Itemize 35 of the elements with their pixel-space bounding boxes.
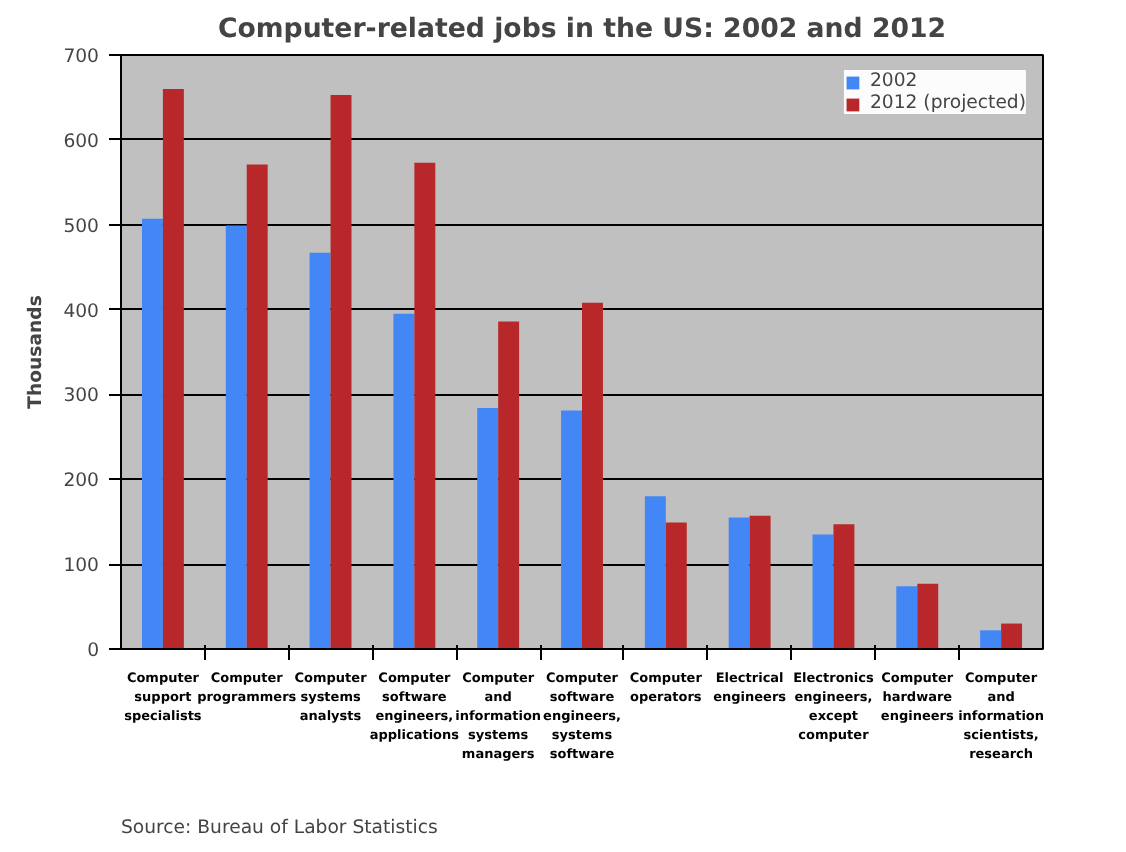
bar [141, 218, 163, 649]
bar [414, 162, 436, 649]
bar [833, 524, 855, 649]
bar [309, 252, 331, 649]
bar [582, 302, 603, 649]
y-tick-label: 600 [63, 130, 100, 153]
y-tick-label: 500 [63, 215, 100, 238]
bar [477, 408, 499, 649]
bar [812, 534, 834, 649]
y-tick-label: 0 [87, 640, 100, 662]
bar [162, 88, 184, 649]
source-note: Source: Bureau of Labor Statistics [121, 817, 438, 839]
bar [644, 496, 666, 649]
legend-label: 2012 (projected) [869, 92, 1026, 114]
y-axis-title: Thousands [25, 294, 48, 409]
legend-label: 2002 [869, 70, 918, 92]
chart-title: Computer-related jobs in the US: 2002 and 2012 [217, 15, 947, 45]
bar [225, 225, 247, 649]
bar [393, 313, 415, 649]
bar [498, 321, 520, 649]
bar [1001, 623, 1023, 649]
bar [728, 517, 750, 649]
y-tick-label: 300 [63, 385, 100, 408]
bar [330, 94, 352, 649]
bar [246, 164, 268, 649]
y-tick-label: 100 [63, 555, 100, 578]
bar [749, 515, 771, 649]
bar [665, 522, 687, 649]
y-tick-label: 400 [63, 300, 100, 323]
y-tick-label: 700 [63, 46, 100, 68]
bar [917, 583, 939, 649]
y-tick-label: 200 [63, 470, 100, 493]
bar [980, 630, 1002, 649]
bar [896, 586, 918, 649]
bar [561, 410, 582, 649]
